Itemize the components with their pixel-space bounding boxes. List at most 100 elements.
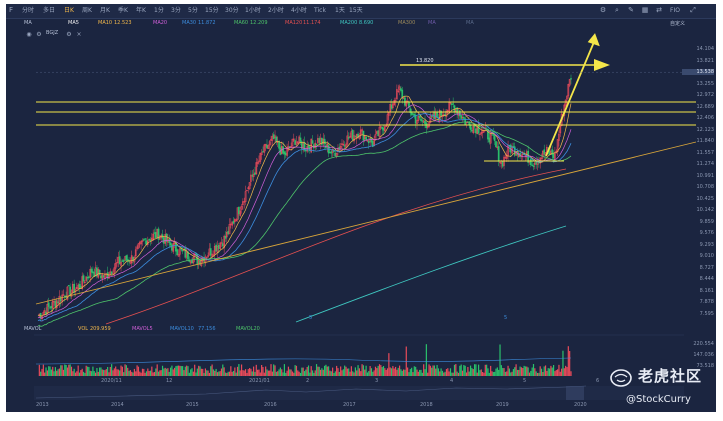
volume-bar — [449, 368, 452, 376]
volume-bar — [289, 369, 291, 376]
volume-bar — [328, 366, 330, 376]
tab-30min[interactable]: 30分 — [225, 7, 239, 14]
tab-2hour[interactable]: 2小时 — [268, 7, 284, 14]
volume-bar — [139, 371, 141, 376]
tab-4hour[interactable]: 4小时 — [291, 7, 307, 14]
volume-bar — [569, 351, 571, 376]
ma5-label: MA5 — [68, 20, 79, 26]
minimap-track — [34, 386, 684, 400]
candle-body — [339, 146, 342, 149]
volume-bar — [440, 368, 442, 376]
arrow-up-icon — [587, 33, 600, 47]
tab-1day[interactable]: 1天 — [335, 7, 345, 14]
settings-small-icon[interactable]: ⚙ — [36, 31, 42, 38]
volume-bar — [153, 371, 156, 376]
volume-bar — [277, 371, 279, 376]
tab-15day[interactable]: 15天 — [349, 7, 363, 14]
volume-bar — [523, 365, 525, 376]
ma-label[interactable]: MA — [24, 20, 32, 26]
tab-weekly[interactable]: 周K — [82, 7, 92, 14]
tab-yearly[interactable]: 年K — [136, 7, 146, 14]
candle-body — [51, 300, 54, 309]
ma300-label: MA300 — [398, 20, 416, 26]
volume-bar — [299, 372, 302, 376]
volume-bar — [167, 368, 169, 376]
candle-body — [259, 152, 262, 162]
candle-body — [89, 268, 92, 278]
tab-1min[interactable]: 1分 — [154, 7, 164, 14]
wave-mark: 5 — [309, 315, 312, 321]
volume-bar — [424, 369, 426, 376]
volume-bar — [443, 372, 445, 376]
candlestick-chart[interactable]: 13.820 5 5 — [6, 4, 716, 412]
candle-body — [299, 137, 302, 142]
candle-body — [291, 138, 294, 147]
volume-bar — [483, 372, 485, 376]
volume-bar — [542, 372, 544, 376]
volume-bar — [433, 365, 436, 376]
tab-daily[interactable]: 日K — [64, 7, 74, 14]
candle-body — [417, 115, 420, 121]
volume-bar — [536, 372, 539, 376]
tab-monthly[interactable]: 月K — [100, 7, 110, 14]
candle-body — [187, 251, 189, 260]
volume-bar — [477, 364, 480, 376]
volume-bar — [494, 371, 496, 376]
volume-bar — [263, 372, 265, 376]
volume-bar — [346, 368, 348, 376]
volume-bar — [550, 365, 552, 376]
symbol-icon[interactable]: F — [8, 6, 14, 14]
candle-body — [552, 153, 555, 159]
volume-bar — [206, 370, 208, 376]
volume-bar — [74, 372, 77, 376]
volume-bar — [192, 371, 194, 376]
volume-bar — [357, 365, 359, 376]
candle-body — [231, 221, 234, 226]
gear-icon[interactable]: ⚙ — [66, 31, 72, 38]
candle-body — [263, 144, 266, 153]
tab-5min[interactable]: 5分 — [188, 7, 198, 14]
volume-bar — [178, 365, 180, 376]
close-icon[interactable]: × — [76, 31, 82, 38]
layout-icon[interactable]: ▦ — [641, 6, 649, 14]
volume-bar — [107, 366, 109, 376]
candle-body — [55, 300, 58, 309]
volume-bar — [342, 369, 344, 376]
customize-button[interactable]: 自定义 — [670, 21, 686, 27]
volume-bar — [465, 372, 468, 376]
volume-bar — [303, 371, 306, 376]
volume-bar — [191, 368, 193, 376]
volume-bar — [314, 370, 316, 376]
volume-bar — [266, 369, 268, 376]
volume-bar — [104, 370, 106, 376]
settings-icon[interactable]: ⚙ — [599, 6, 607, 14]
tab-1hour[interactable]: 1小时 — [245, 7, 261, 14]
tab-15min[interactable]: 15分 — [205, 7, 219, 14]
volume-bar — [190, 369, 192, 376]
fullscreen-icon[interactable]: ⤢ — [690, 6, 696, 14]
draw-icon[interactable]: ✎ — [628, 6, 634, 14]
volume-bar — [68, 364, 70, 376]
volume-bar — [482, 372, 484, 376]
volume-bar — [428, 364, 430, 376]
volume-bar — [214, 370, 216, 376]
arrow-right-icon — [594, 59, 610, 71]
volume-bar — [187, 366, 189, 376]
candle-body — [445, 111, 448, 117]
tab-minute[interactable]: 分时 — [22, 7, 35, 14]
eye-icon[interactable]: ◉ — [26, 31, 32, 38]
tab-multiday[interactable]: 多日 — [43, 7, 56, 14]
candle-body — [219, 242, 221, 249]
tab-quarterly[interactable]: 季K — [118, 7, 128, 14]
compare-icon[interactable]: ⇄ — [656, 6, 662, 14]
fio-button[interactable]: FIO — [670, 7, 680, 14]
tab-tick[interactable]: Tick — [314, 7, 326, 14]
volume-bar — [297, 370, 299, 376]
search-icon[interactable]: ⌕ — [615, 6, 619, 14]
volume-bar — [393, 368, 395, 376]
candle-body — [98, 269, 101, 275]
tab-3min[interactable]: 3分 — [171, 7, 181, 14]
volume-bar — [524, 366, 527, 376]
candle-body — [429, 115, 432, 123]
candle-body — [345, 144, 347, 148]
